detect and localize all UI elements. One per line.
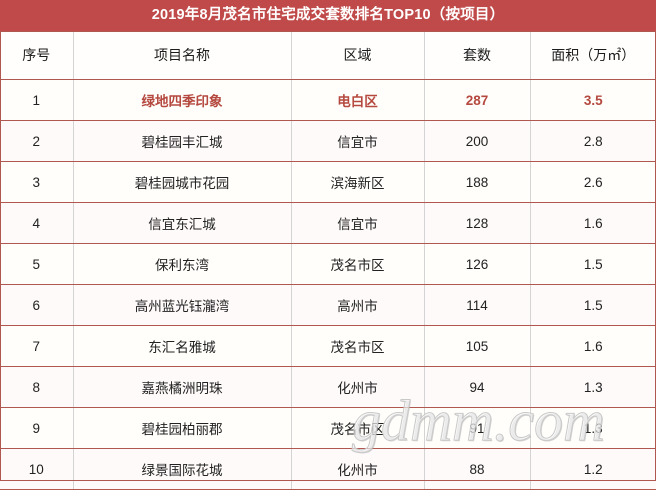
cell-region: 茂名市区	[291, 325, 425, 367]
cell-area: 1.6	[530, 202, 656, 244]
cell-area: 3.5	[530, 79, 656, 121]
cell-rank: 5	[0, 243, 74, 285]
cell-units: 128	[424, 202, 531, 244]
page-title: 2019年8月茂名市住宅成交套数排名TOP10（按项目）	[0, 0, 656, 31]
cell-region: 信宜市	[291, 202, 425, 244]
table-row: 2 碧桂园丰汇城 信宜市 200 2.8	[0, 120, 656, 162]
cell-units: 200	[424, 120, 531, 162]
cell-area: 1.2	[530, 448, 656, 490]
cell-units: 287	[424, 79, 531, 121]
table-header-row: 序号 项目名称 区域 套数 面积（万㎡）	[0, 31, 656, 80]
column-header-region: 区域	[291, 31, 425, 80]
cell-region: 茂名市区	[291, 243, 425, 285]
cell-area: 2.8	[530, 120, 656, 162]
cell-project-name: 嘉燕橘洲明珠	[73, 366, 292, 408]
cell-units: 88	[424, 448, 531, 490]
cell-units: 94	[424, 366, 531, 408]
cell-units: 91	[424, 407, 531, 449]
cell-rank: 10	[0, 448, 74, 490]
cell-rank: 2	[0, 120, 74, 162]
cell-region: 滨海新区	[291, 161, 425, 203]
table-frame-left	[0, 31, 1, 481]
cell-project-name: 信宜东汇城	[73, 202, 292, 244]
table-row: 10 绿景国际花城 化州市 88 1.2	[0, 448, 656, 490]
cell-project-name: 东汇名雅城	[73, 325, 292, 367]
cell-area: 1.3	[530, 366, 656, 408]
cell-rank: 4	[0, 202, 74, 244]
table-frame-top	[0, 31, 656, 32]
table-body: 1 绿地四季印象 电白区 287 3.5 2 碧桂园丰汇城 信宜市 200 2.…	[0, 79, 656, 490]
table-row: 8 嘉燕橘洲明珠 化州市 94 1.3	[0, 366, 656, 408]
cell-project-name: 碧桂园城市花园	[73, 161, 292, 203]
cell-region: 化州市	[291, 366, 425, 408]
cell-area: 1.3	[530, 407, 656, 449]
cell-project-name: 绿地四季印象	[73, 79, 292, 121]
ranking-table: 序号 项目名称 区域 套数 面积（万㎡） 1 绿地四季印象 电白区 287 3.…	[0, 31, 656, 490]
cell-region: 电白区	[291, 79, 425, 121]
table-row: 1 绿地四季印象 电白区 287 3.5	[0, 79, 656, 121]
cell-area: 1.5	[530, 284, 656, 326]
cell-area: 2.6	[530, 161, 656, 203]
table-row: 6 高州蓝光钰瀧湾 高州市 114 1.5	[0, 284, 656, 326]
table-row: 5 保利东湾 茂名市区 126 1.5	[0, 243, 656, 285]
column-header-units: 套数	[424, 31, 531, 80]
cell-project-name: 碧桂园柏丽郡	[73, 407, 292, 449]
table-row: 7 东汇名雅城 茂名市区 105 1.6	[0, 325, 656, 367]
cell-rank: 6	[0, 284, 74, 326]
cell-rank: 3	[0, 161, 74, 203]
cell-area: 1.6	[530, 325, 656, 367]
cell-project-name: 碧桂园丰汇城	[73, 120, 292, 162]
cell-project-name: 保利东湾	[73, 243, 292, 285]
cell-rank: 1	[0, 79, 74, 121]
table-row: 4 信宜东汇城 信宜市 128 1.6	[0, 202, 656, 244]
cell-project-name: 绿景国际花城	[73, 448, 292, 490]
column-header-rank: 序号	[0, 31, 74, 80]
table-row: 9 碧桂园柏丽郡 茂名市区 91 1.3	[0, 407, 656, 449]
cell-rank: 8	[0, 366, 74, 408]
cell-units: 126	[424, 243, 531, 285]
cell-units: 105	[424, 325, 531, 367]
cell-region: 高州市	[291, 284, 425, 326]
column-header-area: 面积（万㎡）	[530, 31, 656, 80]
cell-area: 1.5	[530, 243, 656, 285]
table-header: 序号 项目名称 区域 套数 面积（万㎡）	[0, 31, 656, 80]
cell-region: 信宜市	[291, 120, 425, 162]
cell-region: 化州市	[291, 448, 425, 490]
table-row: 3 碧桂园城市花园 滨海新区 188 2.6	[0, 161, 656, 203]
cell-project-name: 高州蓝光钰瀧湾	[73, 284, 292, 326]
cell-region: 茂名市区	[291, 407, 425, 449]
cell-rank: 7	[0, 325, 74, 367]
cell-units: 114	[424, 284, 531, 326]
cell-units: 188	[424, 161, 531, 203]
column-header-name: 项目名称	[73, 31, 292, 80]
cell-rank: 9	[0, 407, 74, 449]
